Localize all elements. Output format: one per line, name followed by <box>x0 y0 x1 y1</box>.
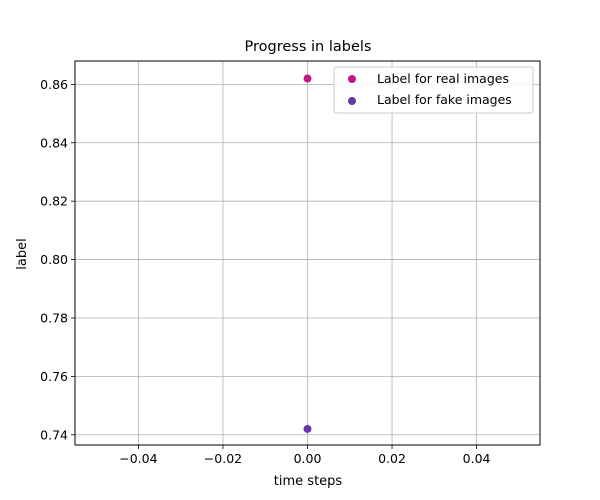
y-axis-label: label <box>15 238 30 269</box>
scatter-point-fake <box>303 424 312 433</box>
y-tick-label: 0.74 <box>40 427 68 442</box>
chart-title: Progress in labels <box>245 39 372 55</box>
legend-label-real: Label for real images <box>377 71 509 86</box>
grid <box>75 61 540 445</box>
x-tick-label: −0.04 <box>119 451 157 466</box>
x-tick-label: 0.02 <box>378 451 406 466</box>
legend: Label for real images Label for fake ima… <box>333 66 534 114</box>
y-tick-label: 0.78 <box>40 310 68 325</box>
legend-box <box>333 66 534 114</box>
legend-marker-real <box>348 75 356 83</box>
y-tick-label: 0.86 <box>40 77 68 92</box>
legend-label-fake: Label for fake images <box>377 92 512 107</box>
data-points <box>303 74 312 433</box>
y-tick-label: 0.80 <box>40 252 68 267</box>
y-tick-label: 0.76 <box>40 369 68 384</box>
ticks: −0.04 −0.02 0.00 0.02 0.04 0.74 0.76 0.78 0.80 0.… <box>40 77 490 466</box>
y-tick-label: 0.84 <box>40 135 68 150</box>
scatter-point-real <box>303 74 312 83</box>
y-tick-label: 0.82 <box>40 194 68 209</box>
x-tick-label: −0.02 <box>204 451 242 466</box>
plot-frame <box>74 60 541 446</box>
x-axis-label: time steps <box>274 474 343 489</box>
legend-marker-fake <box>348 97 356 105</box>
x-tick-label: 0.00 <box>294 451 322 466</box>
x-tick-label: 0.04 <box>463 451 491 466</box>
